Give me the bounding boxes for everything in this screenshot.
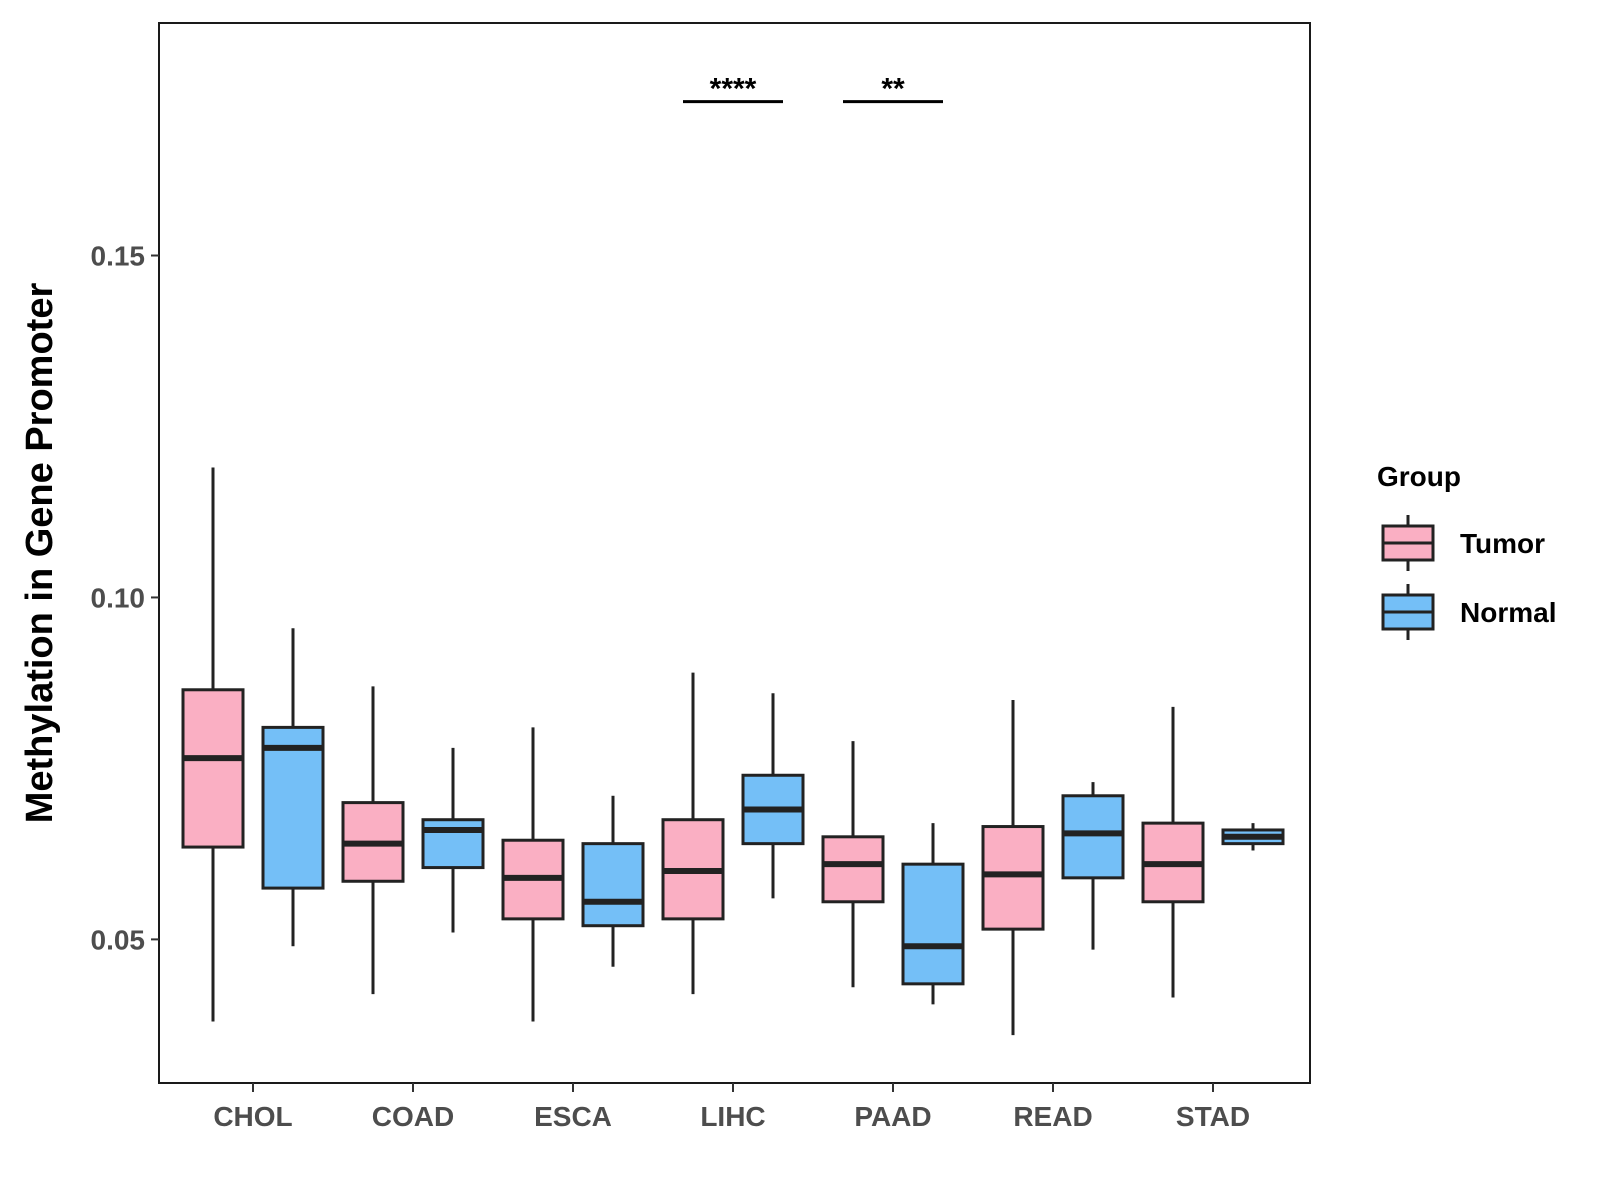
x-tick-label-coad: COAD — [372, 1101, 454, 1132]
box-tumor-paad — [821, 741, 885, 988]
x-tick-label-stad: STAD — [1176, 1101, 1250, 1132]
y-axis: 0.05 0.10 0.15 — [91, 241, 159, 955]
box-normal-lihc — [741, 693, 805, 899]
box-iqr — [261, 725, 325, 890]
box-normal-esca — [581, 795, 645, 967]
y-tick-label: 0.05 — [91, 924, 146, 955]
legend-entry-tumor: Tumor — [1381, 515, 1545, 571]
box-iqr — [981, 825, 1045, 931]
legend-label-normal: Normal — [1460, 597, 1556, 628]
box-normal-read — [1061, 782, 1125, 950]
significance-lihc: **** — [683, 73, 783, 106]
legend-label-tumor: Tumor — [1460, 528, 1545, 559]
box-normal-chol — [261, 628, 325, 947]
box-tumor-stad — [1141, 706, 1205, 998]
box-tumor-esca — [501, 727, 565, 1022]
significance-stars: **** — [710, 73, 757, 106]
x-tick-label-esca: ESCA — [534, 1101, 612, 1132]
box-normal-stad — [1221, 823, 1285, 851]
significance-paad: ** — [843, 73, 943, 106]
legend-entry-normal: Normal — [1381, 584, 1556, 640]
box-iqr — [901, 862, 965, 986]
box-normal-paad — [901, 823, 965, 1005]
legend-title: Group — [1377, 461, 1461, 492]
plot-panel-border — [158, 22, 1311, 1084]
significance-stars: ** — [881, 73, 905, 106]
box-tumor-chol — [181, 467, 245, 1022]
box-iqr — [181, 688, 245, 849]
box-tumor-lihc — [661, 672, 725, 995]
x-tick-label-read: READ — [1013, 1101, 1092, 1132]
box-iqr — [581, 842, 645, 928]
box-iqr — [1061, 794, 1125, 880]
box-tumor-coad — [341, 686, 405, 995]
x-axis: CHOL COAD ESCA LIHC PAAD READ STAD — [213, 1083, 1250, 1132]
boxes-layer — [181, 467, 1285, 1036]
y-tick-label: 0.15 — [91, 241, 146, 272]
y-axis-title: Methylation in Gene Promoter — [19, 283, 61, 824]
box-iqr — [421, 818, 485, 870]
x-tick-label-paad: PAAD — [854, 1101, 931, 1132]
box-iqr — [821, 835, 885, 904]
y-tick-label: 0.10 — [91, 582, 146, 613]
box-tumor-read — [981, 700, 1045, 1036]
x-tick-label-chol: CHOL — [213, 1101, 292, 1132]
x-tick-label-lihc: LIHC — [700, 1101, 765, 1132]
significance-annotations: **** ** — [683, 73, 943, 106]
legend: Group Tumor Normal — [1377, 461, 1556, 640]
box-normal-coad — [421, 747, 485, 933]
